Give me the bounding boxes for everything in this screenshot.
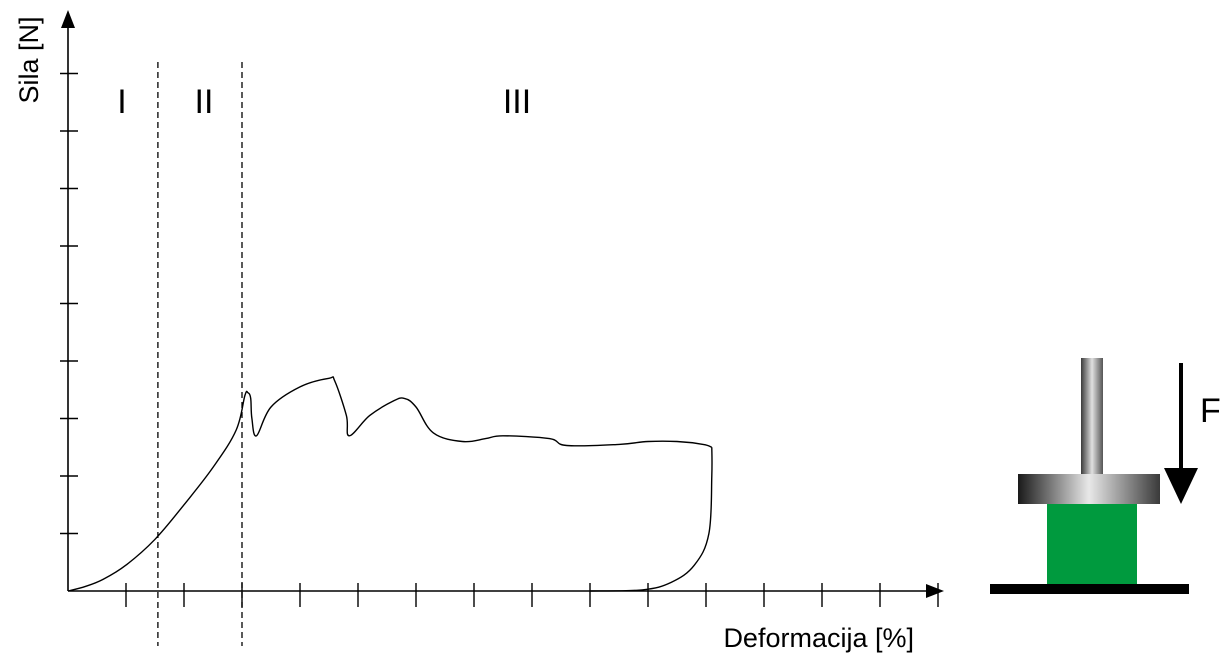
y-axis-label: Sila [N] — [14, 16, 44, 103]
force-arrow-icon — [1164, 468, 1198, 504]
region-label-i: I — [117, 83, 126, 121]
loading-curve — [67, 376, 713, 592]
region-label-iii: III — [503, 83, 531, 121]
region-boundary-lines — [157, 62, 243, 646]
x-axis-ticks — [125, 583, 939, 607]
specimen-body — [1047, 504, 1137, 584]
x-axis-arrowhead — [926, 584, 944, 598]
unloading-curve — [589, 447, 713, 592]
compression-specimen-diagram: F — [990, 358, 1221, 594]
y-axis-ticks — [60, 72, 78, 535]
loading-rod — [1081, 358, 1103, 476]
y-axis-arrowhead — [61, 10, 75, 28]
loading-platen — [1018, 474, 1160, 504]
force-label: F — [1200, 392, 1221, 430]
x-axis-label: Deformacija [%] — [723, 623, 914, 653]
x-axis — [68, 583, 944, 607]
base-plate — [990, 584, 1189, 594]
region-label-ii: II — [195, 83, 214, 121]
force-deformation-chart: I II III Sila [N] Deformacija [%] — [14, 10, 944, 653]
y-axis — [60, 10, 78, 591]
